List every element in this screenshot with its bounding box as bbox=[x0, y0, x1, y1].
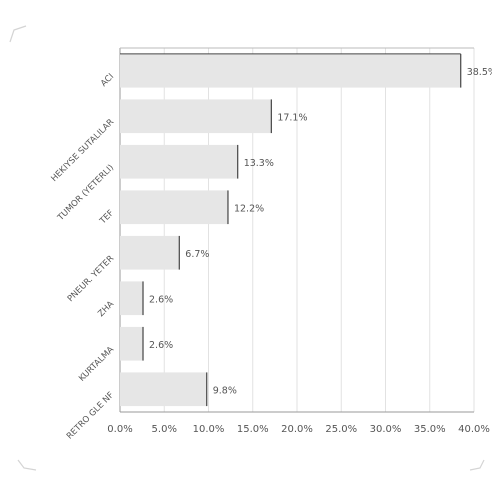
x-tick-label: 5.0% bbox=[152, 424, 177, 435]
data-label: 38.5% bbox=[467, 67, 492, 78]
data-label: 6.7% bbox=[185, 249, 209, 260]
x-tick-label: 35.0% bbox=[414, 424, 446, 435]
corner-marks bbox=[9, 25, 485, 471]
data-label: 12.2% bbox=[234, 203, 264, 214]
x-tick-label: 30.0% bbox=[370, 424, 402, 435]
bar bbox=[120, 190, 228, 225]
data-label: 2.6% bbox=[149, 340, 173, 351]
bar bbox=[120, 53, 461, 88]
category-label: KURTALMA bbox=[77, 345, 116, 384]
x-tick-label: 15.0% bbox=[237, 424, 269, 435]
bar bbox=[120, 144, 238, 179]
data-label: 13.3% bbox=[244, 158, 274, 169]
x-tick-label: 10.0% bbox=[193, 424, 225, 435]
data-label: 9.8% bbox=[213, 385, 237, 396]
category-label: PNEUR. YETER bbox=[66, 254, 116, 304]
bar bbox=[120, 235, 180, 270]
x-tick-label: 20.0% bbox=[281, 424, 313, 435]
bar bbox=[120, 372, 207, 407]
data-label: 2.6% bbox=[149, 294, 173, 305]
x-tick-label: 25.0% bbox=[325, 424, 357, 435]
category-label: TEF bbox=[97, 208, 116, 227]
category-label: ACI bbox=[99, 72, 116, 89]
bar bbox=[120, 326, 144, 361]
bars bbox=[120, 53, 462, 407]
x-tick-label: 40.0% bbox=[458, 424, 490, 435]
bar bbox=[120, 281, 144, 316]
x-tick-label: 0.0% bbox=[107, 424, 132, 435]
category-label: ZHA bbox=[96, 299, 116, 319]
data-label: 17.1% bbox=[277, 112, 307, 123]
bar bbox=[120, 99, 272, 134]
